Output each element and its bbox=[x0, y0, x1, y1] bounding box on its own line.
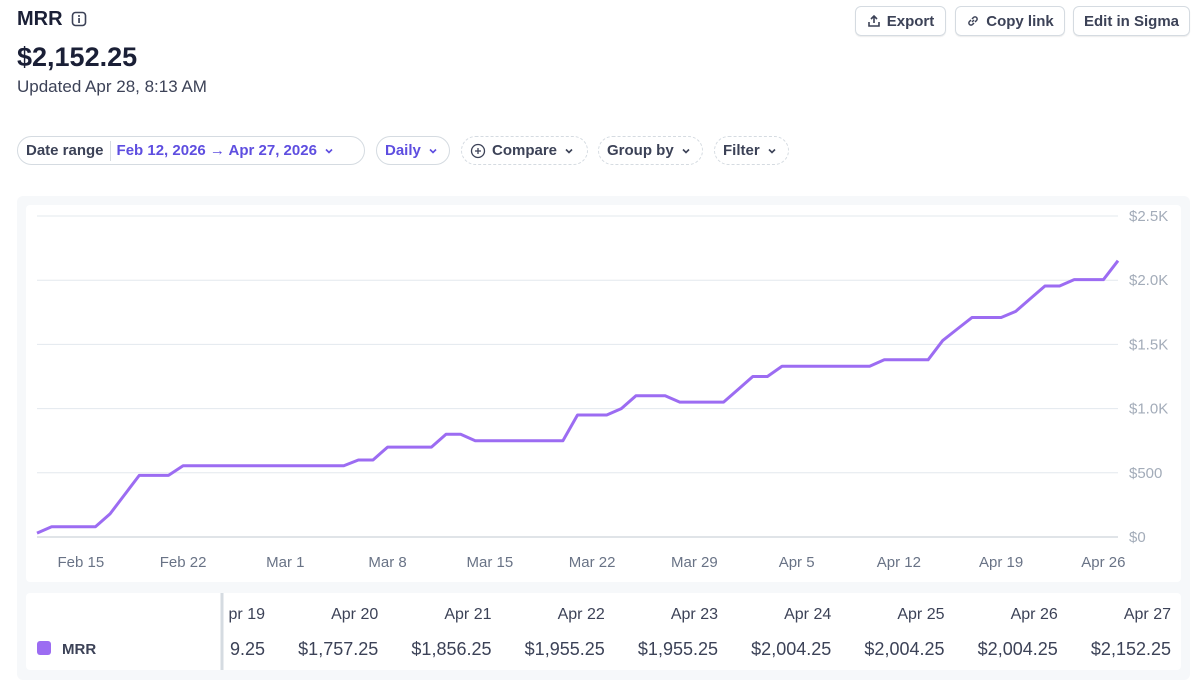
table-cell: $1,757.25 bbox=[298, 639, 378, 659]
table-row-label: MRR bbox=[62, 641, 96, 658]
y-tick-label: $1.5K bbox=[1129, 336, 1168, 353]
interval-filter[interactable]: Daily bbox=[376, 136, 450, 165]
x-tick-label: Apr 12 bbox=[877, 554, 921, 571]
x-tick-label: Feb 15 bbox=[57, 554, 104, 571]
y-tick-label: $0 bbox=[1129, 529, 1146, 546]
chart-panel bbox=[26, 205, 1181, 582]
chevron bbox=[565, 148, 573, 154]
x-tick-label: Mar 15 bbox=[467, 554, 514, 571]
table-cell: $1,955.25 bbox=[525, 639, 605, 659]
table-cell: $1,856.25 bbox=[411, 639, 491, 659]
table-cell: $2,152.25 bbox=[1091, 639, 1171, 659]
x-tick-label: Apr 5 bbox=[779, 554, 815, 571]
table-cell: $2,004.25 bbox=[978, 639, 1058, 659]
link-icon bbox=[968, 16, 979, 26]
filter-label: Group by bbox=[607, 142, 674, 159]
edit-button[interactable]: Edit in Sigma bbox=[1073, 6, 1190, 36]
date-range-filter[interactable]: Date range Feb 12, 2026 → Apr 27, 2026 bbox=[17, 136, 365, 165]
chevron bbox=[682, 148, 690, 154]
table-cell: $1,955.25 bbox=[638, 639, 718, 659]
filter-value: Feb 12, 2026 → Apr 27, 2026 bbox=[116, 142, 317, 159]
y-tick-label: $1.0K bbox=[1129, 401, 1168, 418]
filter-button[interactable]: Filter bbox=[714, 136, 789, 165]
button-label: Copy link bbox=[986, 12, 1054, 30]
filter-label: Compare bbox=[492, 142, 558, 159]
table-column-header: pr 19 bbox=[229, 606, 266, 623]
copy-link-button[interactable]: Copy link bbox=[955, 6, 1065, 36]
button-label: Export bbox=[886, 12, 935, 30]
filter-label: Filter bbox=[723, 142, 760, 159]
series-line bbox=[36, 259, 1120, 535]
x-tick-label: Apr 26 bbox=[1081, 554, 1125, 571]
divider bbox=[109, 140, 111, 161]
chevron bbox=[429, 148, 437, 154]
table-column-header: Apr 24 bbox=[784, 606, 831, 623]
table-panel bbox=[26, 593, 1181, 670]
x-tick-label: Mar 1 bbox=[266, 554, 304, 571]
chevron bbox=[768, 148, 776, 154]
table-cell: $2,004.25 bbox=[751, 639, 831, 659]
compare-filter[interactable]: Compare bbox=[461, 136, 588, 165]
metric-title: MRR bbox=[17, 8, 63, 30]
x-tick-label: Feb 22 bbox=[160, 554, 207, 571]
x-tick-label: Apr 19 bbox=[979, 554, 1023, 571]
export-button[interactable]: Export bbox=[855, 6, 946, 36]
table-column-header: Apr 23 bbox=[671, 606, 718, 623]
chevron bbox=[325, 148, 333, 154]
table-column-header: Apr 21 bbox=[444, 606, 491, 623]
table-column-header: Apr 26 bbox=[1011, 606, 1058, 623]
filter-value: Daily bbox=[385, 142, 421, 159]
group-by-filter[interactable]: Group by bbox=[598, 136, 703, 165]
x-tick-label: Mar 29 bbox=[671, 554, 718, 571]
export-icon bbox=[867, 14, 880, 27]
table-cell: $2,004.25 bbox=[864, 639, 944, 659]
button-label: Edit in Sigma bbox=[1083, 12, 1179, 30]
y-tick-label: $500 bbox=[1129, 465, 1162, 482]
updated-time: Updated Apr 28, 8:13 AM bbox=[17, 77, 207, 96]
filter-label: Date range bbox=[26, 142, 104, 159]
metric-value: $2,152.25 bbox=[17, 42, 138, 72]
y-tick-label: $2.0K bbox=[1129, 272, 1168, 289]
x-tick-label: Mar 8 bbox=[368, 554, 406, 571]
x-tick-label: Mar 22 bbox=[569, 554, 616, 571]
table-column-header: Apr 22 bbox=[558, 606, 605, 623]
plus-icon bbox=[470, 143, 486, 158]
y-tick-label: $2.5K bbox=[1129, 208, 1168, 225]
info-icon[interactable] bbox=[71, 11, 87, 27]
table-column-header: Apr 25 bbox=[897, 606, 944, 623]
table-column-header: Apr 20 bbox=[331, 606, 378, 623]
table-column-header: Apr 27 bbox=[1124, 606, 1171, 623]
table-cell: 9.25 bbox=[230, 639, 265, 659]
legend-swatch bbox=[37, 641, 51, 655]
